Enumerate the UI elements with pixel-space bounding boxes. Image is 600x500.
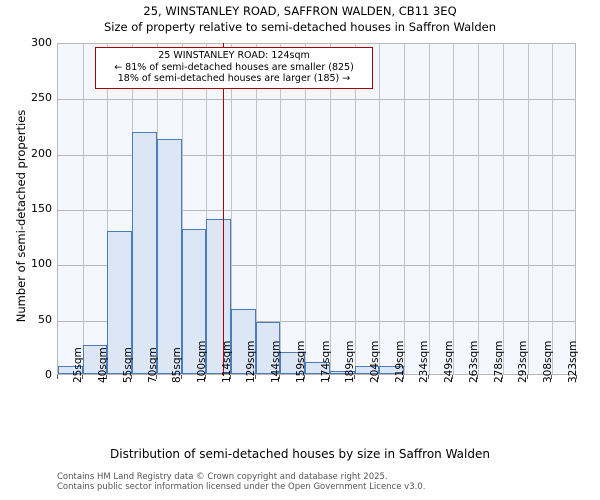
- y-tick-label: 0: [45, 368, 52, 381]
- bar-189sqm: [329, 370, 355, 374]
- footer-line-1: Contains HM Land Registry data © Crown c…: [57, 472, 388, 482]
- bar-159sqm: [280, 351, 306, 374]
- gridline-y-150: [58, 210, 575, 211]
- gridline-x-144sqm: [255, 44, 257, 374]
- gridline-x-129sqm: [231, 44, 232, 374]
- gridline-y-100: [58, 265, 575, 267]
- x-tick: [452, 375, 454, 379]
- y-tick-label: 250: [31, 91, 52, 105]
- gridline-x-278sqm: [478, 44, 480, 374]
- gridline-x-159sqm: [280, 44, 282, 374]
- footer-line-2: Contains public sector information licen…: [57, 482, 426, 492]
- y-tick-label: 50: [38, 312, 52, 326]
- x-tick: [180, 375, 182, 379]
- gridline-x-174sqm: [305, 44, 307, 374]
- gridline-y-200: [58, 154, 575, 156]
- x-tick: [353, 375, 355, 379]
- gridline-x-219sqm: [379, 44, 381, 374]
- y-tick-label: 300: [31, 36, 52, 49]
- gridline-x-308sqm: [527, 44, 529, 374]
- bar-114sqm: [206, 219, 231, 374]
- gridline-x-100sqm: [181, 44, 183, 374]
- annotation-line-smaller: ← 81% of semi-detached houses are smalle…: [114, 61, 354, 73]
- gridline-x-323sqm: [552, 44, 554, 374]
- gridline-x-114sqm: [206, 44, 208, 374]
- y-tick-label: 100: [31, 257, 52, 271]
- page-title: 25, WINSTANLEY ROAD, SAFFRON WALDEN, CB1…: [143, 4, 457, 18]
- x-tick: [155, 375, 157, 379]
- x-tick: [131, 375, 133, 379]
- x-tick: [279, 375, 281, 379]
- bar-70sqm: [132, 131, 157, 374]
- bar-85sqm: [156, 139, 182, 374]
- x-tick: [230, 375, 231, 379]
- x-axis: 25sqm 40sqm 55sqm 70sqm 85sqm 100sqm 114sqm 129…: [57, 341, 579, 445]
- gridline-x-40sqm: [82, 44, 84, 374]
- y-tick-label: 200: [31, 146, 52, 160]
- x-tick: [81, 375, 83, 379]
- x-axis-title: Distribution of semi-detached houses by …: [110, 447, 490, 461]
- plot-area: [57, 43, 576, 376]
- bar-55sqm: [107, 231, 133, 374]
- footer-attribution: Contains HM Land Registry data © Crown c…: [57, 472, 597, 492]
- gridline-x-55sqm: [107, 44, 109, 374]
- x-tick: [551, 375, 553, 379]
- bar-40sqm: [82, 345, 108, 374]
- x-tick: [57, 375, 58, 379]
- chart-subtitle: Size of property relative to semi-detach…: [103, 20, 497, 34]
- x-tick: [304, 375, 306, 379]
- bar-129sqm: [231, 308, 256, 374]
- property-size-marker-line: [222, 43, 225, 376]
- x-tick: [576, 375, 577, 379]
- bars-layer: [58, 44, 575, 374]
- bar-144sqm: [255, 322, 281, 374]
- y-tick-label: 150: [31, 202, 52, 215]
- gridline-x-263sqm: [453, 44, 455, 374]
- gridline-x-234sqm: [404, 44, 405, 374]
- bar-100sqm: [181, 229, 207, 374]
- x-tick: [477, 375, 479, 379]
- x-tick: [526, 375, 528, 379]
- gridline-x-189sqm: [329, 44, 331, 374]
- annotation-line-larger: 18% of semi-detached houses are larger (…: [117, 73, 351, 84]
- gridline-x-293sqm: [502, 44, 504, 374]
- gridline-y-50: [58, 320, 575, 322]
- x-tick: [378, 375, 380, 379]
- x-tick: [427, 375, 429, 379]
- bar-219sqm: [379, 366, 404, 374]
- property-annotation-box: 25 WINSTANLEY ROAD: 124sqm ← 81% of semi…: [95, 47, 373, 89]
- gridline-x-249sqm: [428, 44, 430, 374]
- x-tick: [205, 375, 207, 379]
- bar-174sqm: [305, 361, 330, 374]
- x-tick: [254, 375, 256, 379]
- x-tick: [328, 375, 330, 379]
- gridline-x-204sqm: [354, 44, 356, 374]
- x-tick: [106, 375, 108, 379]
- bar-25sqm: [58, 366, 83, 374]
- y-axis: Number of semi-detached properties 0 50 10…: [0, 0, 52, 500]
- bar-204sqm: [354, 366, 380, 374]
- chart-title-block: 25, WINSTANLEY ROAD, SAFFRON WALDEN, CB1…: [0, 4, 600, 35]
- x-tick: [403, 375, 404, 379]
- annotation-line-property: 25 WINSTANLEY ROAD: 124sqm: [158, 50, 310, 61]
- x-tick: [501, 375, 503, 379]
- gridline-y-250: [58, 99, 575, 101]
